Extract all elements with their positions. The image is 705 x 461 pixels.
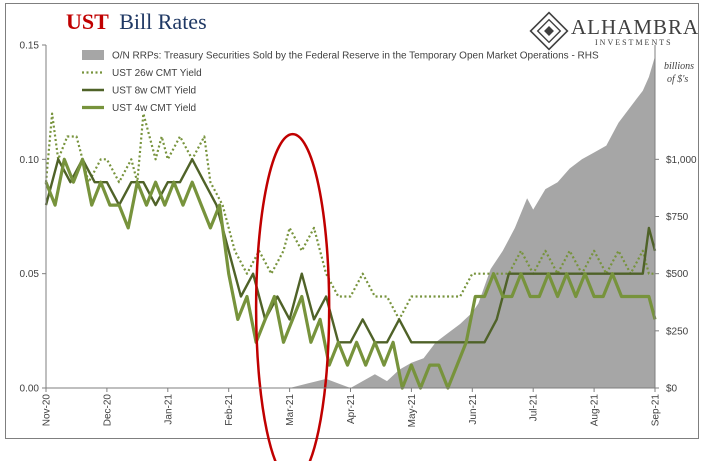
x-tick-label: Sep-21 (651, 394, 662, 427)
alhambra-logo-icon (529, 11, 569, 51)
x-tick-label: Feb-21 (224, 394, 235, 426)
chart-frame (5, 3, 699, 439)
chart-title-ust: UST (66, 9, 109, 34)
x-tick-label: May-21 (407, 394, 418, 428)
y-right-tick-label: $1,000 (666, 155, 697, 166)
chart-title: UST Bill Rates (66, 9, 207, 34)
right-axis-units-line2: of $'s (667, 74, 688, 85)
x-tick-label: Jul-21 (529, 394, 540, 422)
y-right-tick-label: $0 (666, 384, 678, 395)
y-right-tick-label: $250 (666, 326, 689, 337)
x-tick-label: Nov-20 (42, 394, 53, 427)
y-left-tick-label: 0.00 (20, 384, 40, 395)
x-tick-label: Apr-21 (346, 394, 357, 424)
y-right-tick-label: $750 (666, 212, 689, 223)
y-right-tick-label: $500 (666, 269, 689, 280)
y-left-tick-label: 0.05 (20, 269, 40, 280)
x-tick-label: Jun-21 (468, 394, 479, 425)
axes: 0.00 0.05 0.10 0.15 $0 $250 $500 $750 $1,000 Nov-… (20, 41, 697, 428)
logo-name: ALHAMBRA (571, 15, 699, 39)
x-tick-label: Jan-21 (163, 394, 174, 425)
legend-label: O/N RRPs: Treasury Securities Sold by th… (112, 51, 599, 62)
y-left-tick-label: 0.10 (20, 155, 40, 166)
alhambra-logo: ALHAMBRA INVESTMENTS (529, 11, 699, 51)
legend: O/N RRPs: Treasury Securities Sold by th… (82, 50, 599, 114)
series-rrp-area (46, 56, 655, 389)
y-left-tick-label: 0.15 (20, 41, 40, 52)
chart-title-bill-rates: Bill Rates (119, 9, 206, 34)
right-axis-units-line1: billions (664, 61, 694, 72)
series-8w-line (44, 158, 657, 344)
x-tick-label: Mar-21 (285, 394, 296, 426)
legend-swatch-rrp (82, 50, 104, 60)
annotation-ellipse (254, 132, 331, 461)
plot-area (44, 56, 657, 461)
legend-label: UST 26w CMT Yield (112, 68, 202, 79)
logo-sub: INVESTMENTS (595, 38, 673, 47)
x-tick-label: Aug-21 (590, 394, 601, 427)
legend-label: UST 8w CMT Yield (112, 86, 196, 97)
series-4w-line (44, 157, 657, 390)
x-tick-label: Dec-20 (102, 394, 113, 427)
legend-label: UST 4w CMT Yield (112, 103, 196, 114)
